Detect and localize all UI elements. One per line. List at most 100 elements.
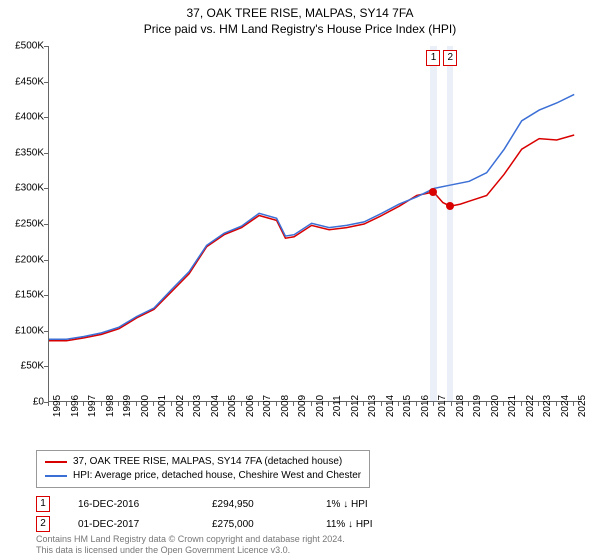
x-tick-label: 1995 [52,395,63,417]
y-tick-mark [44,366,48,367]
x-tick-mark [206,402,207,406]
x-tick-label: 2018 [455,395,466,417]
x-tick-mark [171,402,172,406]
y-tick-mark [44,260,48,261]
x-tick-mark [83,402,84,406]
chart-title-block: 37, OAK TREE RISE, MALPAS, SY14 7FA Pric… [0,0,600,36]
sale-vs-hpi: 1% ↓ HPI [326,499,416,510]
x-tick-label: 2005 [227,395,238,417]
x-tick-mark [538,402,539,406]
x-tick-label: 2023 [542,395,553,417]
x-tick-mark [573,402,574,406]
y-tick-mark [44,82,48,83]
series-property [49,135,574,341]
x-tick-label: 2000 [140,395,151,417]
y-tick-mark [44,295,48,296]
x-tick-label: 2007 [262,395,273,417]
sale-price: £275,000 [212,519,302,530]
y-tick-label: £100K [2,325,44,336]
x-tick-label: 2019 [472,395,483,417]
y-tick-label: £400K [2,112,44,123]
sale-date: 01-DEC-2017 [78,519,188,530]
legend-item: 37, OAK TREE RISE, MALPAS, SY14 7FA (det… [45,455,361,469]
x-tick-label: 2020 [490,395,501,417]
attribution-line1: Contains HM Land Registry data © Crown c… [36,534,345,545]
y-tick-label: £50K [2,361,44,372]
y-tick-label: £350K [2,147,44,158]
y-tick-mark [44,117,48,118]
y-tick-mark [44,331,48,332]
x-tick-mark [381,402,382,406]
x-tick-mark [48,402,49,406]
chart-svg [49,46,583,402]
legend-swatch [45,475,67,477]
x-tick-mark [433,402,434,406]
y-tick-mark [44,46,48,47]
x-tick-mark [416,402,417,406]
x-tick-mark [258,402,259,406]
x-tick-mark [188,402,189,406]
attribution: Contains HM Land Registry data © Crown c… [36,534,345,556]
x-tick-label: 2016 [420,395,431,417]
x-tick-mark [66,402,67,406]
x-tick-label: 2009 [297,395,308,417]
series-hpi [49,94,574,339]
x-tick-mark [556,402,557,406]
x-tick-mark [468,402,469,406]
plot-area: 12 [48,46,582,402]
legend-item: HPI: Average price, detached house, Ches… [45,469,361,483]
x-tick-label: 2024 [560,395,571,417]
y-tick-mark [44,224,48,225]
x-tick-label: 2001 [157,395,168,417]
sale-marker [446,202,454,210]
y-tick-label: £0 [2,397,44,408]
y-tick-label: £250K [2,219,44,230]
x-tick-mark [363,402,364,406]
y-tick-label: £450K [2,76,44,87]
x-tick-mark [521,402,522,406]
x-tick-mark [136,402,137,406]
callout-number-box: 1 [426,50,440,66]
x-tick-mark [223,402,224,406]
x-tick-label: 2010 [315,395,326,417]
attribution-line2: This data is licensed under the Open Gov… [36,545,345,556]
y-tick-label: £200K [2,254,44,265]
x-tick-mark [276,402,277,406]
x-tick-mark [293,402,294,406]
x-tick-label: 1999 [122,395,133,417]
title-address: 37, OAK TREE RISE, MALPAS, SY14 7FA [0,6,600,20]
sale-marker [429,188,437,196]
x-tick-mark [503,402,504,406]
x-tick-label: 2015 [402,395,413,417]
callout-number-box: 2 [443,50,457,66]
x-tick-mark [153,402,154,406]
x-tick-label: 2022 [525,395,536,417]
callout-band [430,46,436,402]
legend-label: 37, OAK TREE RISE, MALPAS, SY14 7FA (det… [73,455,342,469]
x-tick-label: 2013 [367,395,378,417]
y-tick-mark [44,188,48,189]
title-subtitle: Price paid vs. HM Land Registry's House … [0,22,600,36]
legend: 37, OAK TREE RISE, MALPAS, SY14 7FA (det… [36,450,370,488]
x-tick-label: 2017 [437,395,448,417]
callout-band [447,46,453,402]
x-tick-mark [101,402,102,406]
sale-number-box: 1 [36,496,50,512]
y-tick-label: £150K [2,290,44,301]
x-tick-label: 2003 [192,395,203,417]
x-tick-label: 1998 [105,395,116,417]
sale-price: £294,950 [212,499,302,510]
x-tick-mark [311,402,312,406]
sale-row: 201-DEC-2017£275,00011% ↓ HPI [36,514,416,534]
x-tick-label: 2004 [210,395,221,417]
x-tick-mark [118,402,119,406]
x-tick-mark [451,402,452,406]
x-tick-label: 2025 [577,395,588,417]
sale-row: 116-DEC-2016£294,9501% ↓ HPI [36,494,416,514]
y-tick-label: £500K [2,41,44,52]
x-tick-label: 1996 [70,395,81,417]
sales-table: 116-DEC-2016£294,9501% ↓ HPI201-DEC-2017… [36,494,416,534]
x-tick-label: 2021 [507,395,518,417]
x-tick-mark [486,402,487,406]
sale-vs-hpi: 11% ↓ HPI [326,519,416,530]
